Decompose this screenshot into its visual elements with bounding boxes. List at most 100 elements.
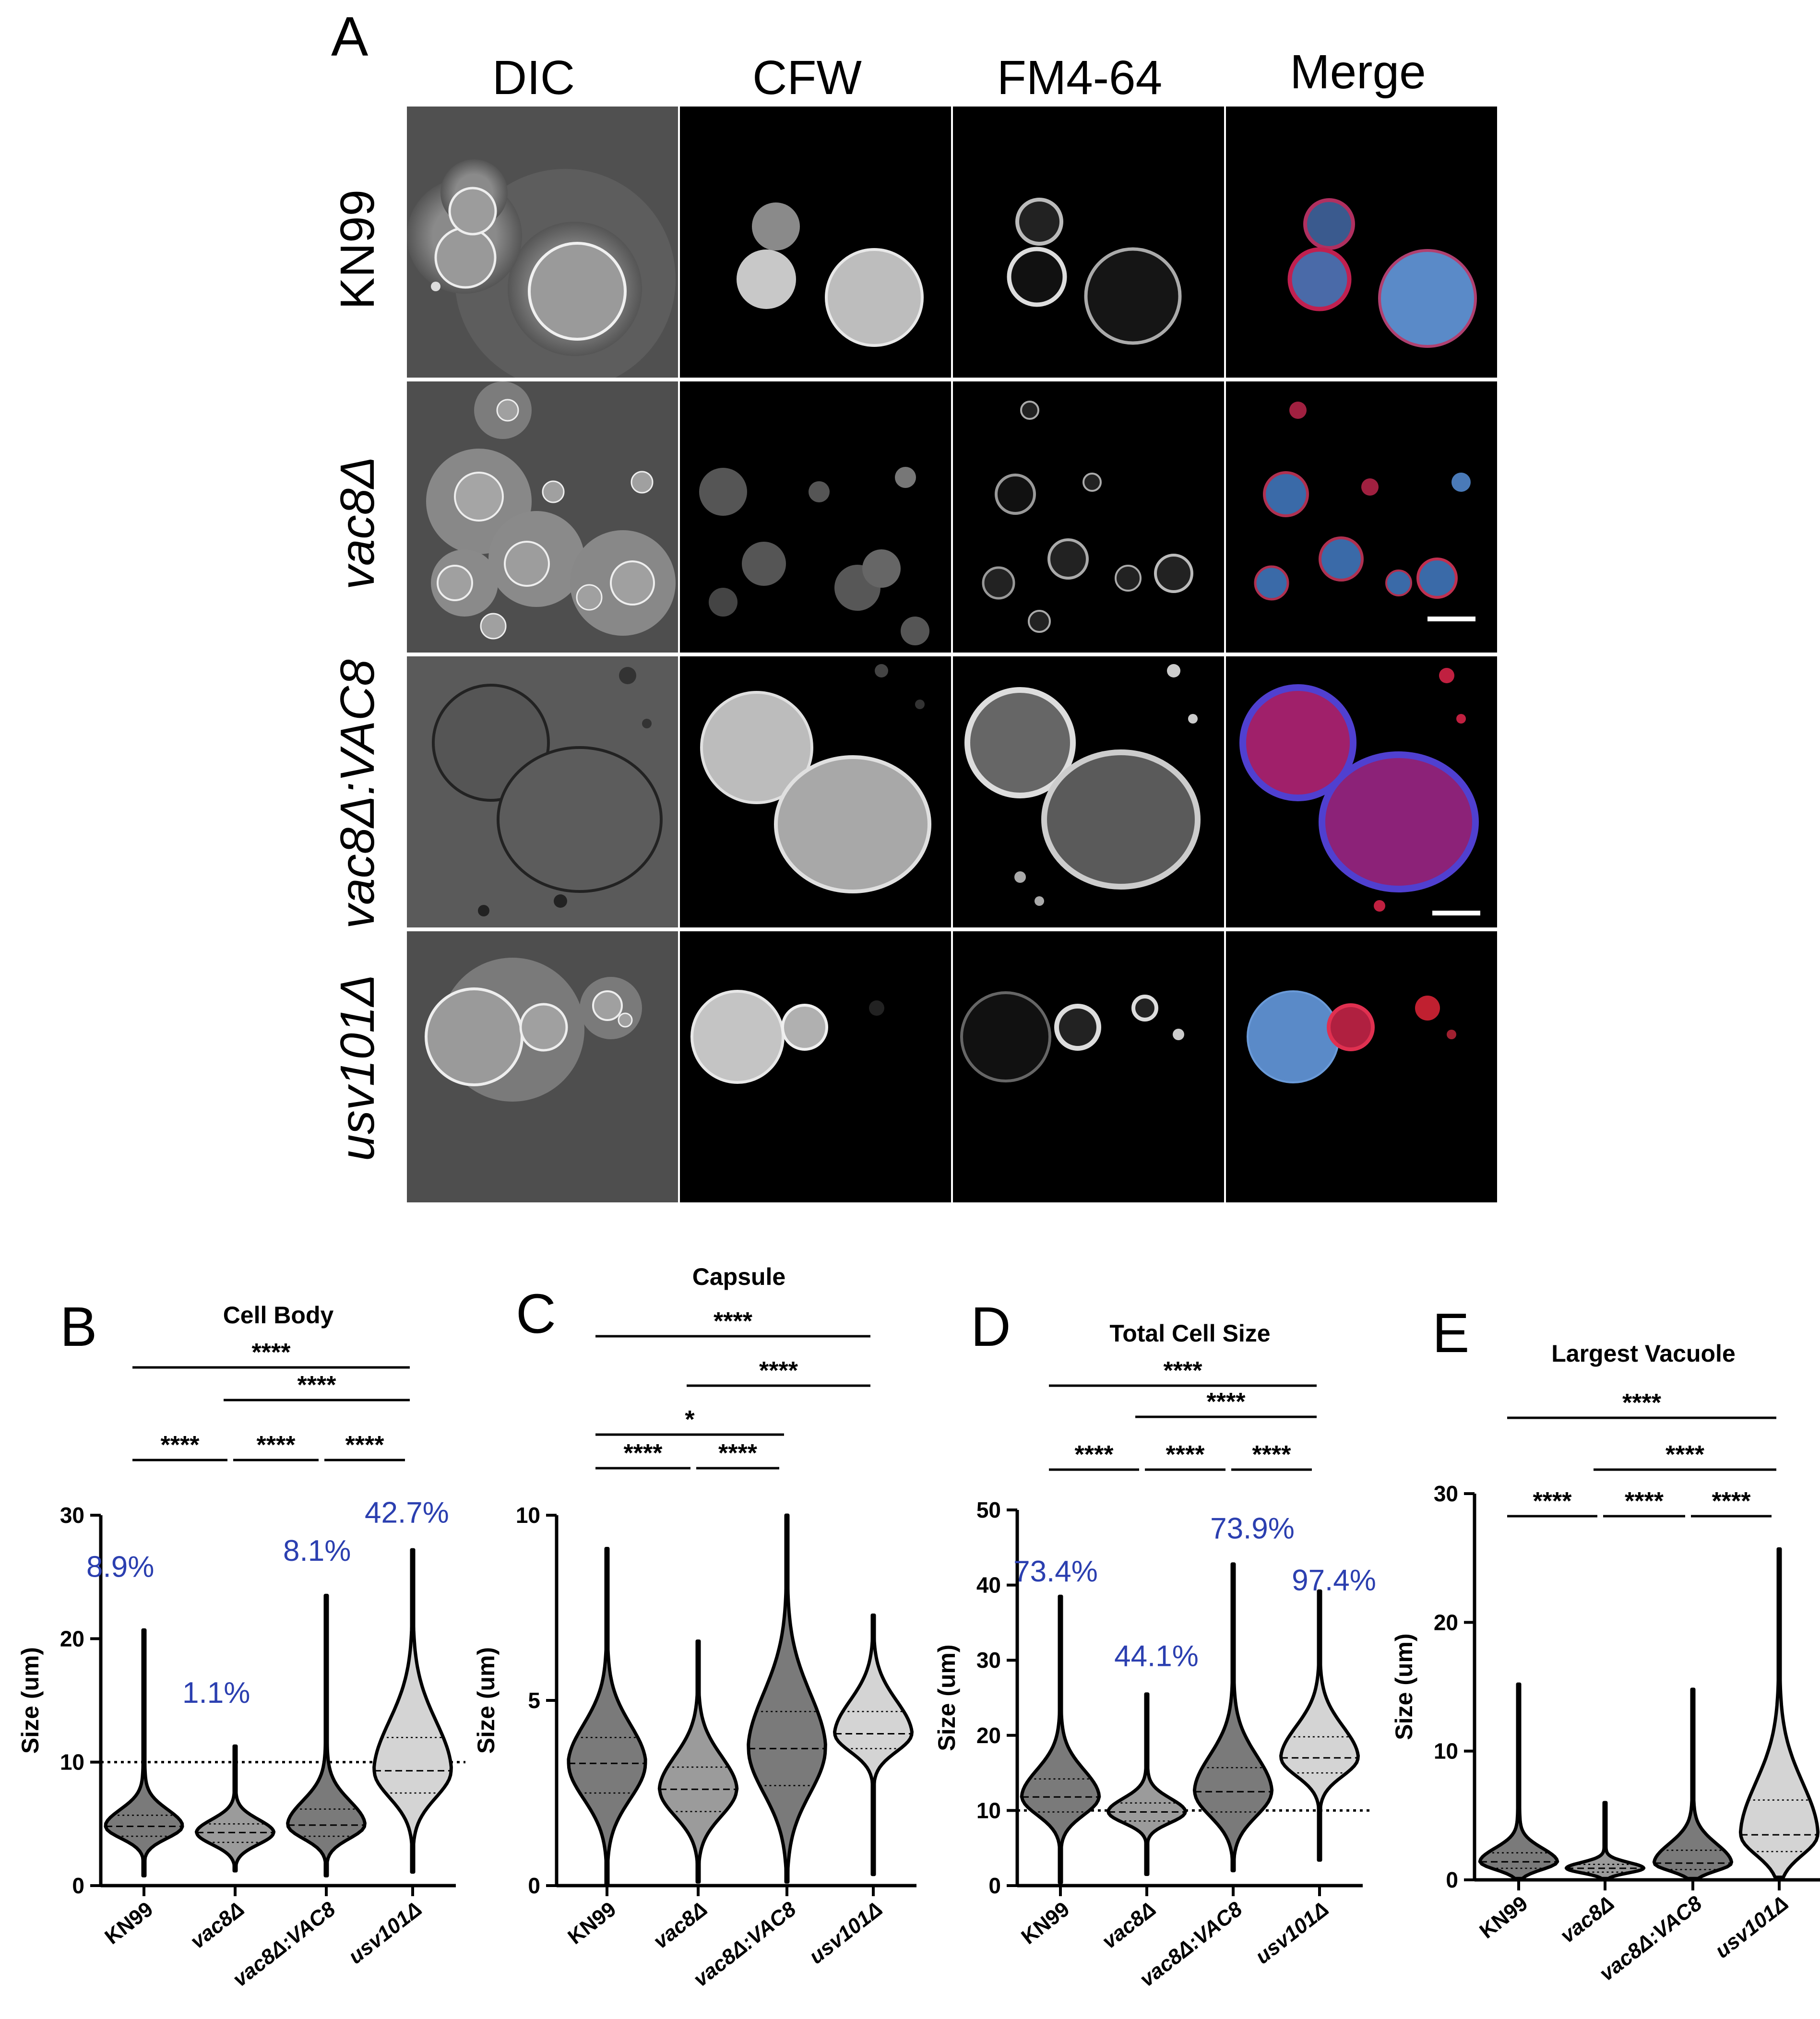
micrograph-grid [407, 107, 1497, 1204]
micrograph-vac8-dic [407, 381, 678, 653]
significance-label: **** [1166, 1441, 1205, 1469]
scale-bar [1427, 617, 1475, 621]
violin-3 [372, 1548, 453, 1874]
chart-title: Capsule [692, 1263, 786, 1290]
chart-d: D Total Cell Size 0 10 20 30 40 50 Size (um) KN99… [933, 1295, 1376, 1992]
y-tick-label: 40 [976, 1573, 1001, 1598]
x-tick-label: KN99 [1475, 1891, 1532, 1943]
percent-label: 42.7% [365, 1496, 449, 1529]
significance-label: **** [252, 1339, 291, 1366]
violin-1 [657, 1639, 739, 1884]
significance-label: **** [1164, 1357, 1203, 1385]
percent-label: 8.9% [86, 1551, 154, 1584]
micrograph-kn99-dic [407, 107, 678, 378]
violin-1 [1106, 1692, 1188, 1876]
significance-label: **** [257, 1431, 296, 1459]
violin-0 [1020, 1594, 1101, 1885]
significance-label: **** [161, 1431, 200, 1459]
micrograph-usv101-merge [1226, 931, 1497, 1202]
micrograph-kn99-merge [1226, 107, 1497, 378]
chart-title: Cell Body [223, 1302, 334, 1329]
percent-label: 44.1% [1114, 1640, 1199, 1673]
significance-label: **** [1625, 1487, 1664, 1515]
x-tick-label: vac8Δ:VAC8 [228, 1897, 340, 1992]
micrograph-vac8-fm4-64 [953, 381, 1224, 653]
y-tick-label: 20 [976, 1723, 1001, 1748]
micrograph-vac8-vac8-merge [1226, 656, 1497, 927]
significance-label: **** [345, 1431, 385, 1459]
y-tick-label: 0 [988, 1873, 1001, 1898]
y-tick-label: 10 [60, 1750, 84, 1775]
chart-e: E Largest Vacuole 0 10 20 30 Size (um) KN99 vac8… [1391, 1302, 1820, 1986]
percent-label: 73.9% [1210, 1512, 1295, 1545]
x-tick-label: KN99 [1017, 1897, 1074, 1949]
column-label-dic: DIC [492, 51, 575, 105]
micrograph-usv101-dic [407, 931, 678, 1202]
y-tick-label: 20 [60, 1626, 84, 1651]
y-tick-label: 50 [976, 1497, 1001, 1522]
y-tick-label: 0 [72, 1873, 84, 1898]
panel-letter: D [971, 1295, 1011, 1358]
x-tick-label: KN99 [100, 1897, 157, 1949]
significance-label: * [685, 1406, 695, 1434]
x-tick-label: usv101Δ [344, 1897, 426, 1969]
x-tick-label: KN99 [563, 1897, 620, 1949]
panel-a-letter: A [331, 5, 369, 68]
significance-label: **** [1207, 1388, 1246, 1416]
x-tick-label: vac8Δ [1098, 1897, 1161, 1953]
violin-1 [1564, 1801, 1646, 1880]
x-tick-label: vac8Δ [1556, 1891, 1619, 1948]
significance-label: **** [1665, 1441, 1705, 1469]
violin-2 [286, 1593, 367, 1877]
y-axis-label: Size (um) [933, 1644, 960, 1751]
violin-3 [1738, 1547, 1820, 1879]
chart-title: Largest Vacuole [1551, 1340, 1736, 1367]
y-axis-label: Size (um) [1391, 1633, 1417, 1740]
y-tick-label: 5 [528, 1688, 540, 1713]
violin-0 [567, 1547, 647, 1888]
chart-b: B Cell Body 0 10 20 30 Size (um) KN99 vac8Δvac8Δ… [17, 1295, 465, 1992]
panel-letter: C [516, 1283, 556, 1345]
y-tick-label: 30 [976, 1648, 1001, 1673]
x-tick-label: vac8Δ [649, 1897, 712, 1953]
micrograph-vac8-vac8-fm4-64 [953, 656, 1224, 927]
violin-0 [1478, 1682, 1559, 1880]
significance-label: **** [1252, 1441, 1292, 1469]
y-tick-label: 30 [60, 1503, 84, 1528]
violin-3 [1279, 1589, 1360, 1862]
violin-0 [104, 1628, 184, 1877]
significance-label: **** [1075, 1441, 1114, 1469]
y-tick-label: 30 [1434, 1481, 1458, 1506]
y-tick-label: 10 [976, 1798, 1001, 1823]
violin-1 [194, 1744, 276, 1873]
violin-2 [747, 1513, 827, 1884]
y-tick-label: 10 [516, 1503, 540, 1528]
micrograph-vac8-merge [1226, 381, 1497, 653]
significance-label: **** [1533, 1487, 1572, 1515]
y-axis-label: Size (um) [473, 1647, 500, 1754]
y-tick-label: 10 [1434, 1739, 1458, 1764]
micrograph-vac8-vac8-cfw [680, 656, 951, 927]
significance-label: **** [1712, 1487, 1751, 1515]
micrograph-vac8-vac8-dic [407, 656, 678, 927]
micrograph-kn99-fm4-64 [953, 107, 1224, 378]
violin-2 [1192, 1562, 1274, 1873]
x-tick-label: usv101Δ [805, 1897, 887, 1969]
y-tick-label: 0 [1446, 1867, 1458, 1892]
column-label-fm4-64: FM4-64 [997, 51, 1163, 105]
significance-label: **** [718, 1439, 758, 1467]
column-label-cfw: CFW [752, 51, 862, 105]
x-tick-label: usv101Δ [1251, 1897, 1333, 1969]
y-axis-label: Size (um) [17, 1647, 44, 1754]
significance-label: **** [714, 1307, 753, 1335]
micrograph-usv101-cfw [680, 931, 951, 1202]
chart-title: Total Cell Size [1109, 1320, 1270, 1347]
violin-3 [833, 1613, 914, 1876]
micrograph-kn99-cfw [680, 107, 951, 378]
panel-letter: B [60, 1295, 97, 1358]
y-tick-label: 0 [528, 1873, 540, 1898]
column-label-merge: Merge [1290, 45, 1426, 99]
x-tick-label: vac8Δ [186, 1897, 249, 1953]
